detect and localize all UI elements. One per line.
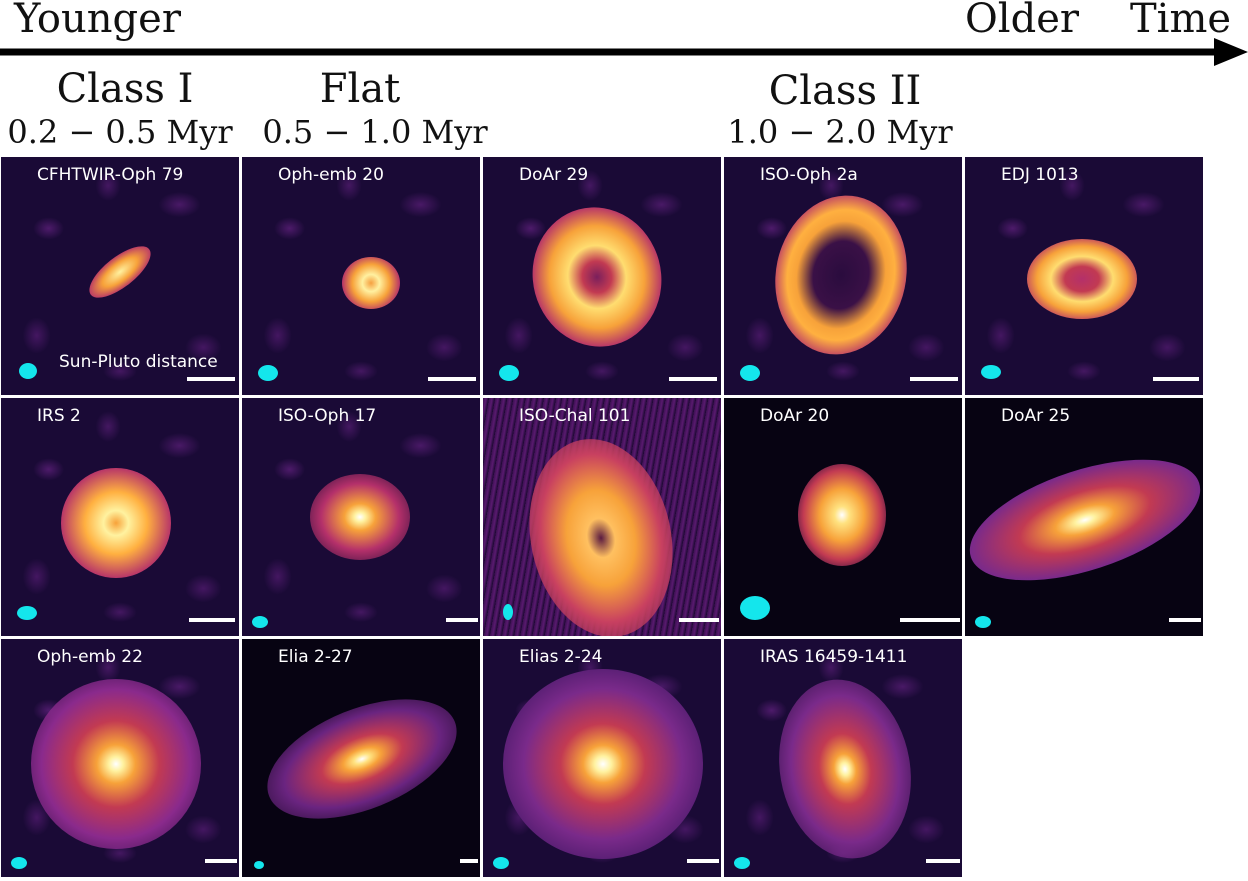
scale-bar xyxy=(446,618,478,622)
disk-panel: ISO-Oph 17 xyxy=(241,397,481,637)
panel-label: Oph-emb 20 xyxy=(278,165,384,185)
scale-bar xyxy=(679,618,719,622)
disk-panel: ISO-Chal 101 xyxy=(482,397,722,637)
beam-ellipse xyxy=(740,596,770,620)
scale-bar xyxy=(900,618,960,622)
axis-label-younger: Younger xyxy=(14,0,181,42)
panel-label: DoAr 20 xyxy=(760,406,830,426)
beam-ellipse xyxy=(975,616,991,628)
panel-label: DoAr 25 xyxy=(1001,406,1071,426)
beam-ellipse xyxy=(252,616,268,628)
panel-label: DoAr 29 xyxy=(519,165,589,185)
panel-label: Elias 2-24 xyxy=(519,647,603,667)
beam-ellipse xyxy=(17,606,37,620)
age-range-flat: 0.5 − 1.0 Myr xyxy=(262,113,488,151)
panel-label: CFHTWIR-Oph 79 xyxy=(37,165,184,185)
class-heading-class-ii: Class II xyxy=(768,68,922,114)
panel-label: IRAS 16459-1411 xyxy=(760,647,908,667)
beam-ellipse xyxy=(11,857,27,869)
beam-ellipse xyxy=(258,365,278,381)
scale-bar xyxy=(205,859,237,863)
panel-label: ISO-Chal 101 xyxy=(519,406,631,426)
disk-panel: CFHTWIR-Oph 79 Sun-Pluto distance xyxy=(0,156,240,396)
panel-label: ISO-Oph 17 xyxy=(278,406,377,426)
beam-ellipse xyxy=(740,365,760,381)
beam-ellipse xyxy=(734,857,750,869)
beam-ellipse xyxy=(981,365,1001,379)
disk-image xyxy=(31,679,201,849)
class-heading-class-i: Class I xyxy=(56,66,194,112)
disk-panel: Elias 2-24 xyxy=(482,638,722,878)
scale-bar xyxy=(189,618,235,622)
disk-image xyxy=(1027,239,1137,319)
age-range-class-i: 0.2 − 0.5 Myr xyxy=(7,113,233,151)
time-arrow xyxy=(0,38,1248,66)
scale-bar xyxy=(428,377,476,381)
panel-label: Oph-emb 22 xyxy=(37,647,143,667)
beam-ellipse xyxy=(254,861,264,869)
panel-label: EDJ 1013 xyxy=(1001,165,1079,185)
disk-panel: DoAr 25 xyxy=(964,397,1204,637)
panel-label: IRS 2 xyxy=(37,406,81,426)
disk-panel: Oph-emb 20 xyxy=(241,156,481,396)
scale-bar xyxy=(1169,618,1201,622)
beam-ellipse xyxy=(503,604,513,620)
disk-image xyxy=(342,257,400,309)
axis-label-time: Time xyxy=(1130,0,1232,42)
disk-panel: DoAr 20 xyxy=(723,397,963,637)
scale-bar xyxy=(926,859,960,863)
disk-panel: Oph-emb 22 xyxy=(0,638,240,878)
scale-bar xyxy=(687,859,719,863)
beam-ellipse xyxy=(499,365,519,381)
scale-bar xyxy=(187,377,235,381)
disk-panel: DoAr 29 xyxy=(482,156,722,396)
panel-label: Elia 2-27 xyxy=(278,647,353,667)
scale-bar xyxy=(1153,377,1199,381)
disk-image xyxy=(61,468,171,578)
disk-panel: EDJ 1013 xyxy=(964,156,1204,396)
disk-panel: IRS 2 xyxy=(0,397,240,637)
disk-panel: IRAS 16459-1411 xyxy=(723,638,963,878)
disk-image xyxy=(503,669,703,859)
scale-bar xyxy=(910,377,958,381)
beam-ellipse xyxy=(19,363,37,379)
scale-bar xyxy=(669,377,717,381)
scale-label: Sun-Pluto distance xyxy=(59,352,218,372)
panel-label: ISO-Oph 2a xyxy=(760,165,858,185)
beam-ellipse xyxy=(493,857,509,869)
disk-panel: Elia 2-27 xyxy=(241,638,481,878)
disk-image xyxy=(798,464,886,566)
age-range-class-ii: 1.0 − 2.0 Myr xyxy=(727,113,953,151)
class-heading-flat: Flat xyxy=(319,66,401,112)
disk-panel: ISO-Oph 2a xyxy=(723,156,963,396)
scale-bar xyxy=(460,859,478,863)
axis-label-older: Older xyxy=(965,0,1079,42)
disk-image xyxy=(310,474,410,560)
